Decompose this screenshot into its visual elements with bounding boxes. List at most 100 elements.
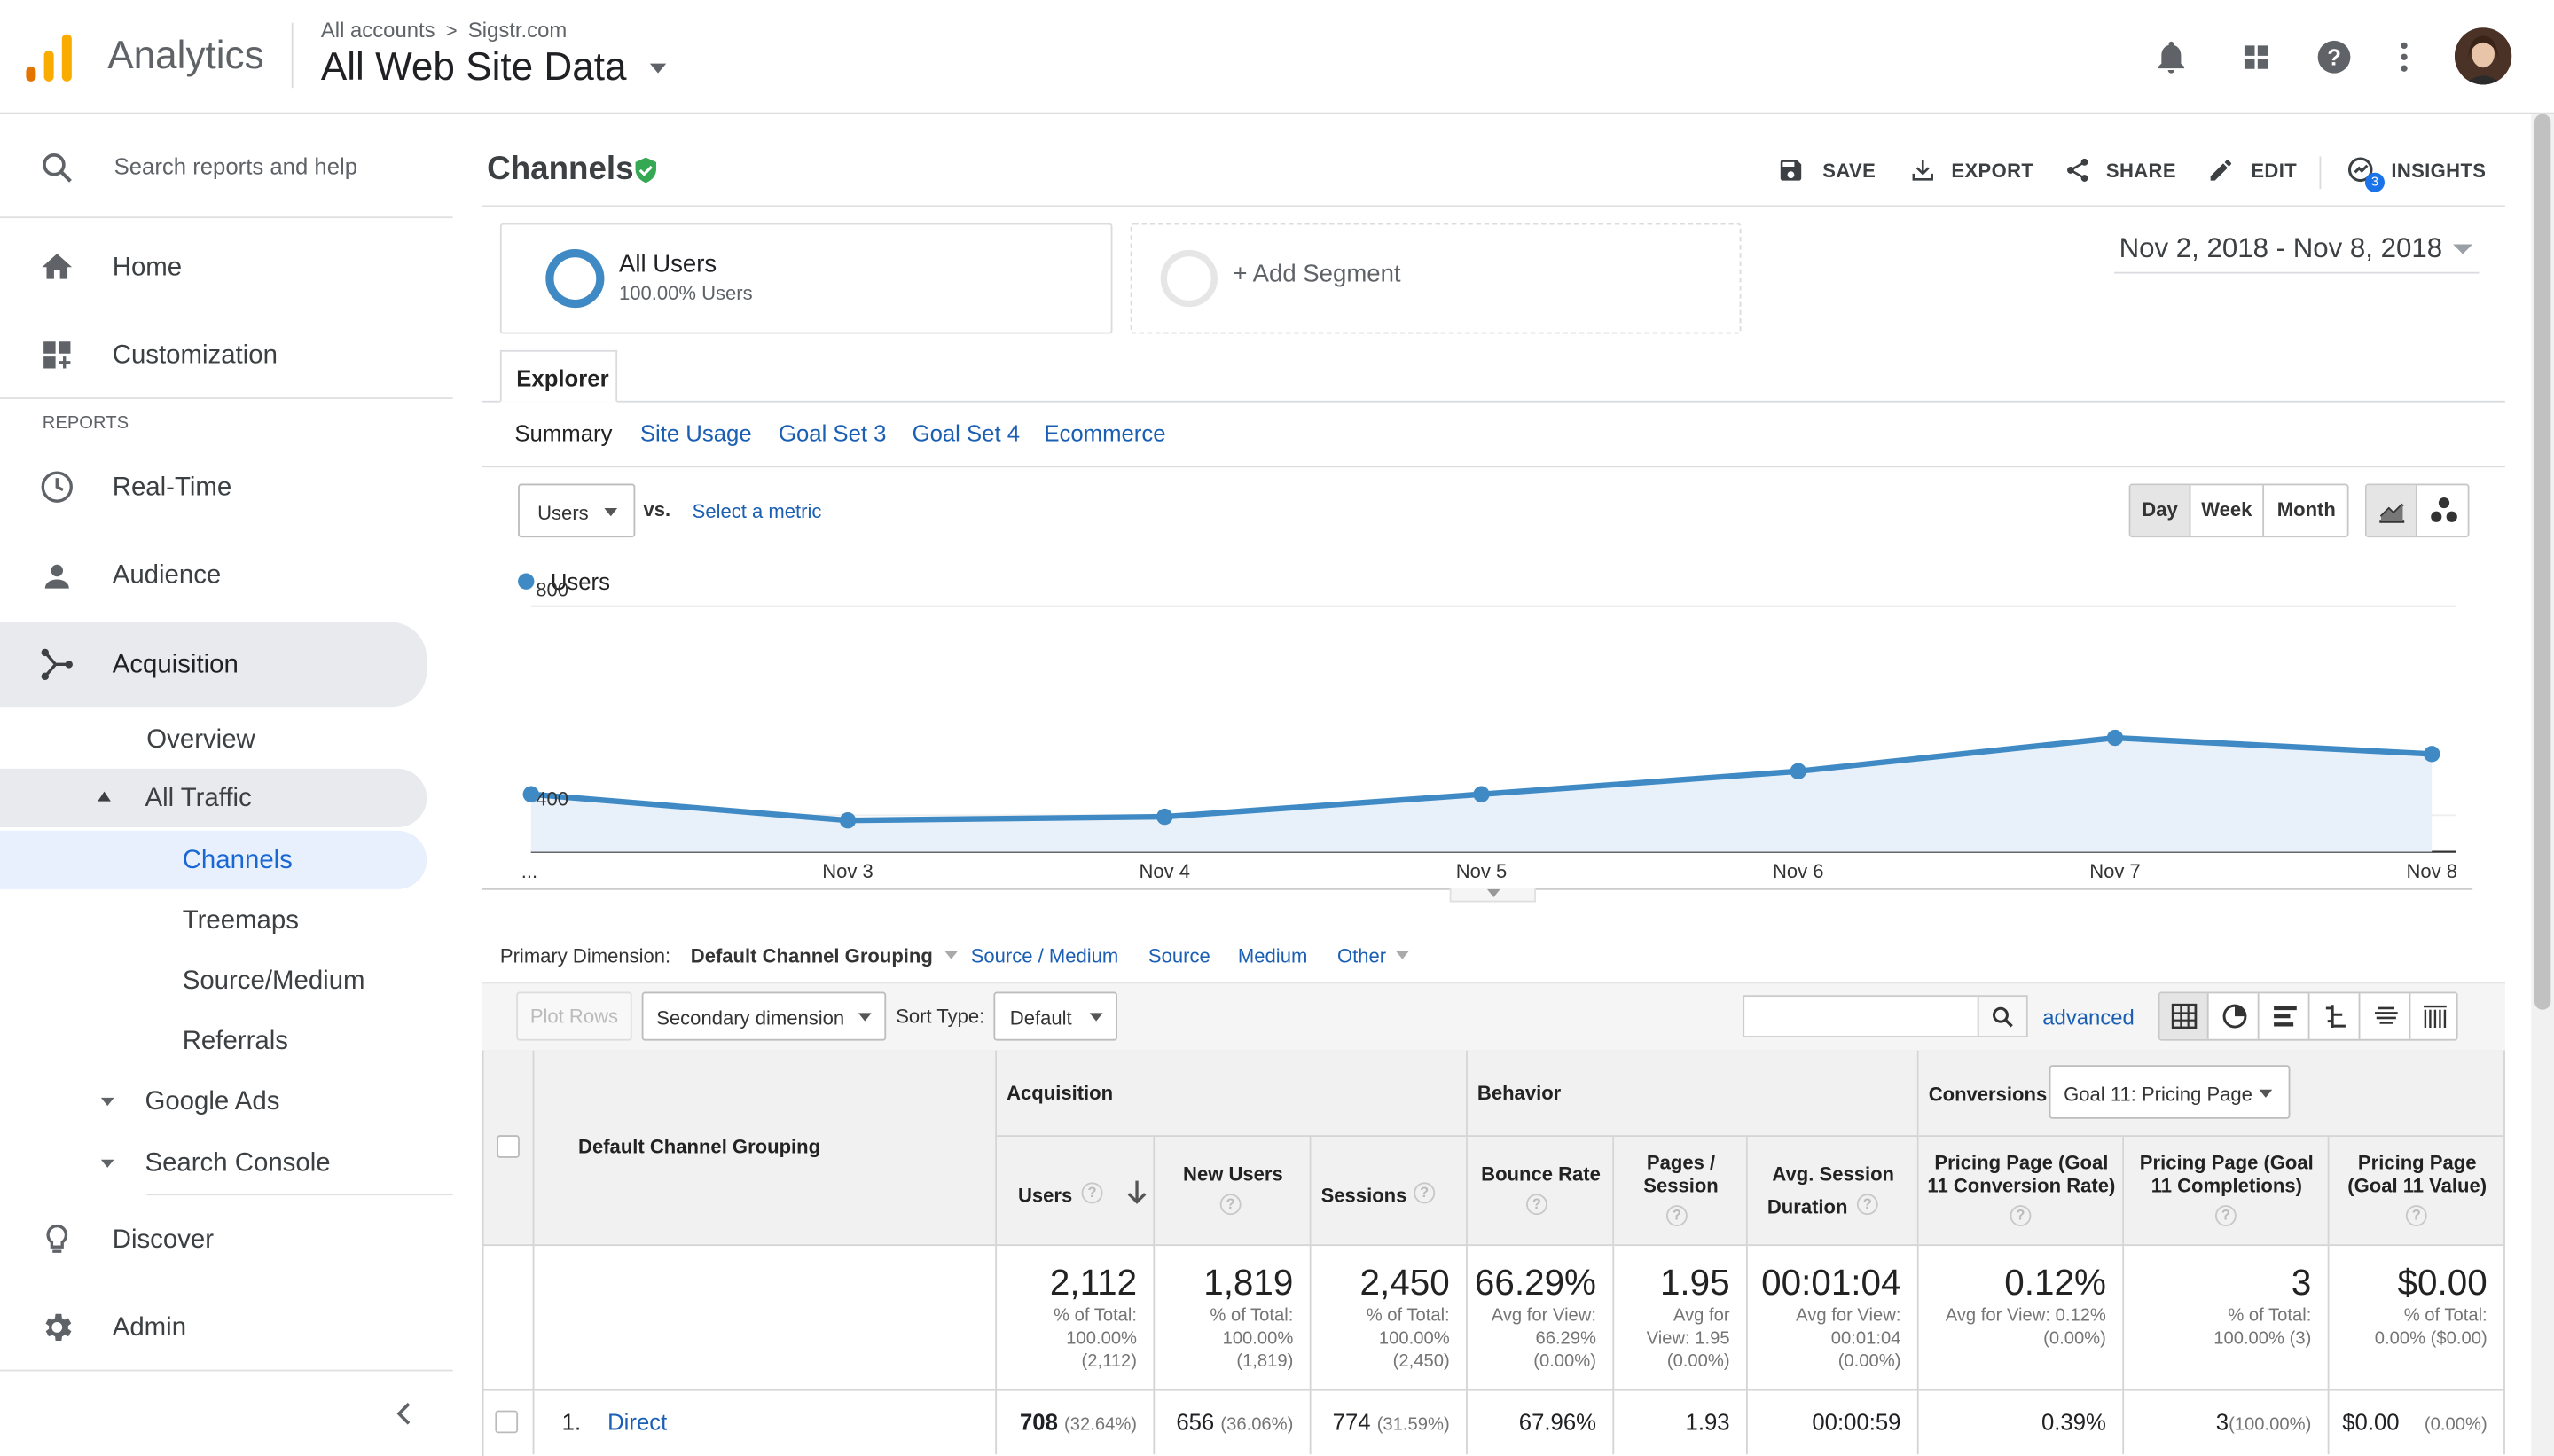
bell-icon[interactable] (2151, 37, 2190, 76)
segment-all-users[interactable]: All Users 100.00% Users (499, 223, 1113, 334)
breadcrumb[interactable]: All accounts > Sigstr.com (321, 18, 567, 43)
sidebar-item-all-traffic[interactable]: All Traffic (145, 785, 252, 813)
data-point[interactable] (839, 812, 857, 829)
breadcrumb-account[interactable]: All accounts (320, 18, 435, 43)
more-vert-icon[interactable] (2385, 37, 2424, 76)
column-header-pages-session[interactable]: Pages / Session ? (1614, 1137, 1748, 1247)
sidebar-item-google-ads[interactable]: Google Ads (145, 1087, 280, 1116)
comparison-view-button[interactable] (2311, 993, 2361, 1039)
data-point[interactable] (1156, 808, 1173, 826)
sidebar-item-audience[interactable]: Audience (112, 561, 222, 590)
select-all-checkbox[interactable] (497, 1135, 520, 1158)
tab-explorer[interactable]: Explorer (499, 349, 618, 403)
data-table-view-button[interactable] (2159, 993, 2209, 1039)
sidebar-item-treemaps[interactable]: Treemaps (182, 907, 299, 935)
row-avg-duration: 00:00:59 (1748, 1389, 1919, 1455)
subtab-goal-set-4[interactable]: Goal Set 4 (912, 419, 1021, 447)
motion-chart-button[interactable] (2419, 485, 2470, 536)
dimension-source[interactable]: Source (1148, 944, 1210, 967)
data-point[interactable] (1790, 763, 1806, 779)
pivot-view-button[interactable] (2412, 993, 2457, 1038)
sidebar-item-home[interactable]: Home (112, 254, 183, 282)
subtab-goal-set-3[interactable]: Goal Set 3 (778, 419, 887, 447)
column-header-avg-session-duration[interactable]: Avg. Session Duration ? (1747, 1137, 1919, 1247)
subtab-ecommerce[interactable]: Ecommerce (1044, 419, 1166, 447)
help-icon[interactable]: ? (1856, 1194, 1878, 1216)
sidebar-item-overview[interactable]: Overview (146, 726, 255, 755)
sidebar-item-customization[interactable]: Customization (112, 341, 278, 370)
table-search-button[interactable] (1977, 995, 2028, 1037)
sidebar-item-admin[interactable]: Admin (112, 1314, 187, 1342)
scrollbar-thumb[interactable] (2534, 114, 2551, 1010)
granularity-week-button[interactable]: Week (2190, 485, 2265, 536)
collapse-sidebar-icon[interactable] (391, 1401, 417, 1427)
secondary-dimension-select[interactable]: Secondary dimension (641, 991, 887, 1041)
column-header-goal-value[interactable]: Pricing Page (Goal 11 Value) ? (2329, 1137, 2505, 1247)
save-button[interactable]: SAVE (1777, 156, 1892, 185)
share-button[interactable]: SHARE (2064, 156, 2178, 185)
dimension-medium[interactable]: Medium (1237, 944, 1308, 967)
insights-button[interactable]: 3 INSIGHTS (2346, 154, 2492, 193)
sort-arrow-down-icon[interactable] (1125, 1179, 1148, 1205)
help-icon[interactable]: ? (2405, 1205, 2427, 1227)
chart-resize-handle[interactable] (1449, 887, 1537, 903)
help-icon[interactable]: ? (1665, 1205, 1688, 1227)
add-segment-button[interactable]: + Add Segment (1130, 223, 1742, 334)
sidebar-search[interactable]: Search reports and help (0, 117, 453, 219)
performance-view-button[interactable] (2260, 993, 2310, 1039)
column-header-sessions[interactable]: Sessions ? (1311, 1137, 1468, 1247)
edit-button[interactable]: EDIT (2207, 156, 2305, 185)
help-icon[interactable]: ? (2315, 37, 2354, 76)
view-selector[interactable]: All Web Site Data (321, 45, 667, 90)
breadcrumb-property[interactable]: Sigstr.com (467, 18, 568, 43)
data-point[interactable] (2106, 729, 2124, 747)
metric-select[interactable]: Users (518, 483, 636, 538)
advanced-filter-link[interactable]: advanced (2042, 1005, 2135, 1029)
term-cloud-view-button[interactable] (2362, 993, 2411, 1039)
sidebar-item-channels[interactable]: Channels (182, 847, 293, 875)
analytics-logo-icon[interactable] (26, 33, 74, 82)
help-icon[interactable]: ? (1526, 1194, 1547, 1216)
subtab-summary[interactable]: Summary (514, 419, 613, 447)
table-search-input[interactable] (1743, 995, 1979, 1037)
column-header-new-users[interactable]: New Users ? (1155, 1137, 1312, 1247)
data-point[interactable] (522, 786, 539, 802)
row-channel-link[interactable]: Direct (607, 1408, 668, 1436)
apps-grid-icon[interactable] (2237, 37, 2276, 76)
plot-rows-button[interactable]: Plot Rows (516, 991, 632, 1041)
granularity-day-button[interactable]: Day (2130, 485, 2191, 536)
pie-view-button[interactable] (2210, 993, 2260, 1039)
dimension-other[interactable]: Other (1337, 944, 1410, 967)
dimension-default-channel-grouping[interactable]: Default Channel Grouping (691, 944, 959, 967)
help-icon[interactable]: ? (1219, 1194, 1242, 1216)
row-checkbox[interactable] (495, 1410, 519, 1434)
help-icon[interactable]: ? (1414, 1182, 1436, 1204)
sidebar-item-discover[interactable]: Discover (112, 1226, 215, 1255)
goal-select[interactable]: Goal 11: Pricing Page (2049, 1065, 2291, 1119)
data-point[interactable] (2424, 746, 2440, 763)
dimension-header[interactable]: Default Channel Grouping (534, 1050, 998, 1247)
help-icon[interactable]: ? (2214, 1205, 2237, 1227)
column-header-completions[interactable]: Pricing Page (Goal 11 Completions) ? (2124, 1137, 2330, 1247)
dimension-source-medium[interactable]: Source / Medium (970, 944, 1119, 967)
granularity-month-button[interactable]: Month (2276, 498, 2336, 521)
export-button[interactable]: EXPORT (1909, 156, 2036, 185)
sidebar-item-acquisition[interactable]: Acquisition (112, 651, 239, 679)
column-header-users[interactable]: Users ? (997, 1137, 1156, 1247)
sidebar-item-realtime[interactable]: Real-Time (112, 474, 232, 502)
help-icon[interactable]: ? (1081, 1182, 1103, 1204)
help-icon[interactable]: ? (2010, 1205, 2032, 1227)
line-chart-button[interactable] (2366, 485, 2417, 536)
sidebar-item-source-medium[interactable]: Source/Medium (182, 967, 365, 996)
sort-type-select[interactable]: Default (993, 991, 1118, 1041)
column-header-conversion-rate[interactable]: Pricing Page (Goal 11 Conversion Rate) ? (1918, 1137, 2125, 1247)
avatar[interactable] (2454, 27, 2512, 85)
sidebar-item-referrals[interactable]: Referrals (182, 1027, 288, 1056)
subtab-site-usage[interactable]: Site Usage (639, 419, 752, 447)
data-point[interactable] (1473, 786, 1490, 802)
column-header-bounce-rate[interactable]: Bounce Rate ? (1467, 1137, 1615, 1247)
sidebar-item-search-console[interactable]: Search Console (145, 1149, 331, 1178)
select-metric-link[interactable]: Select a metric (692, 499, 822, 523)
search-input[interactable]: Search reports and help (114, 153, 358, 180)
date-range-picker[interactable]: Nov 2, 2018 - Nov 8, 2018 (2114, 228, 2480, 274)
